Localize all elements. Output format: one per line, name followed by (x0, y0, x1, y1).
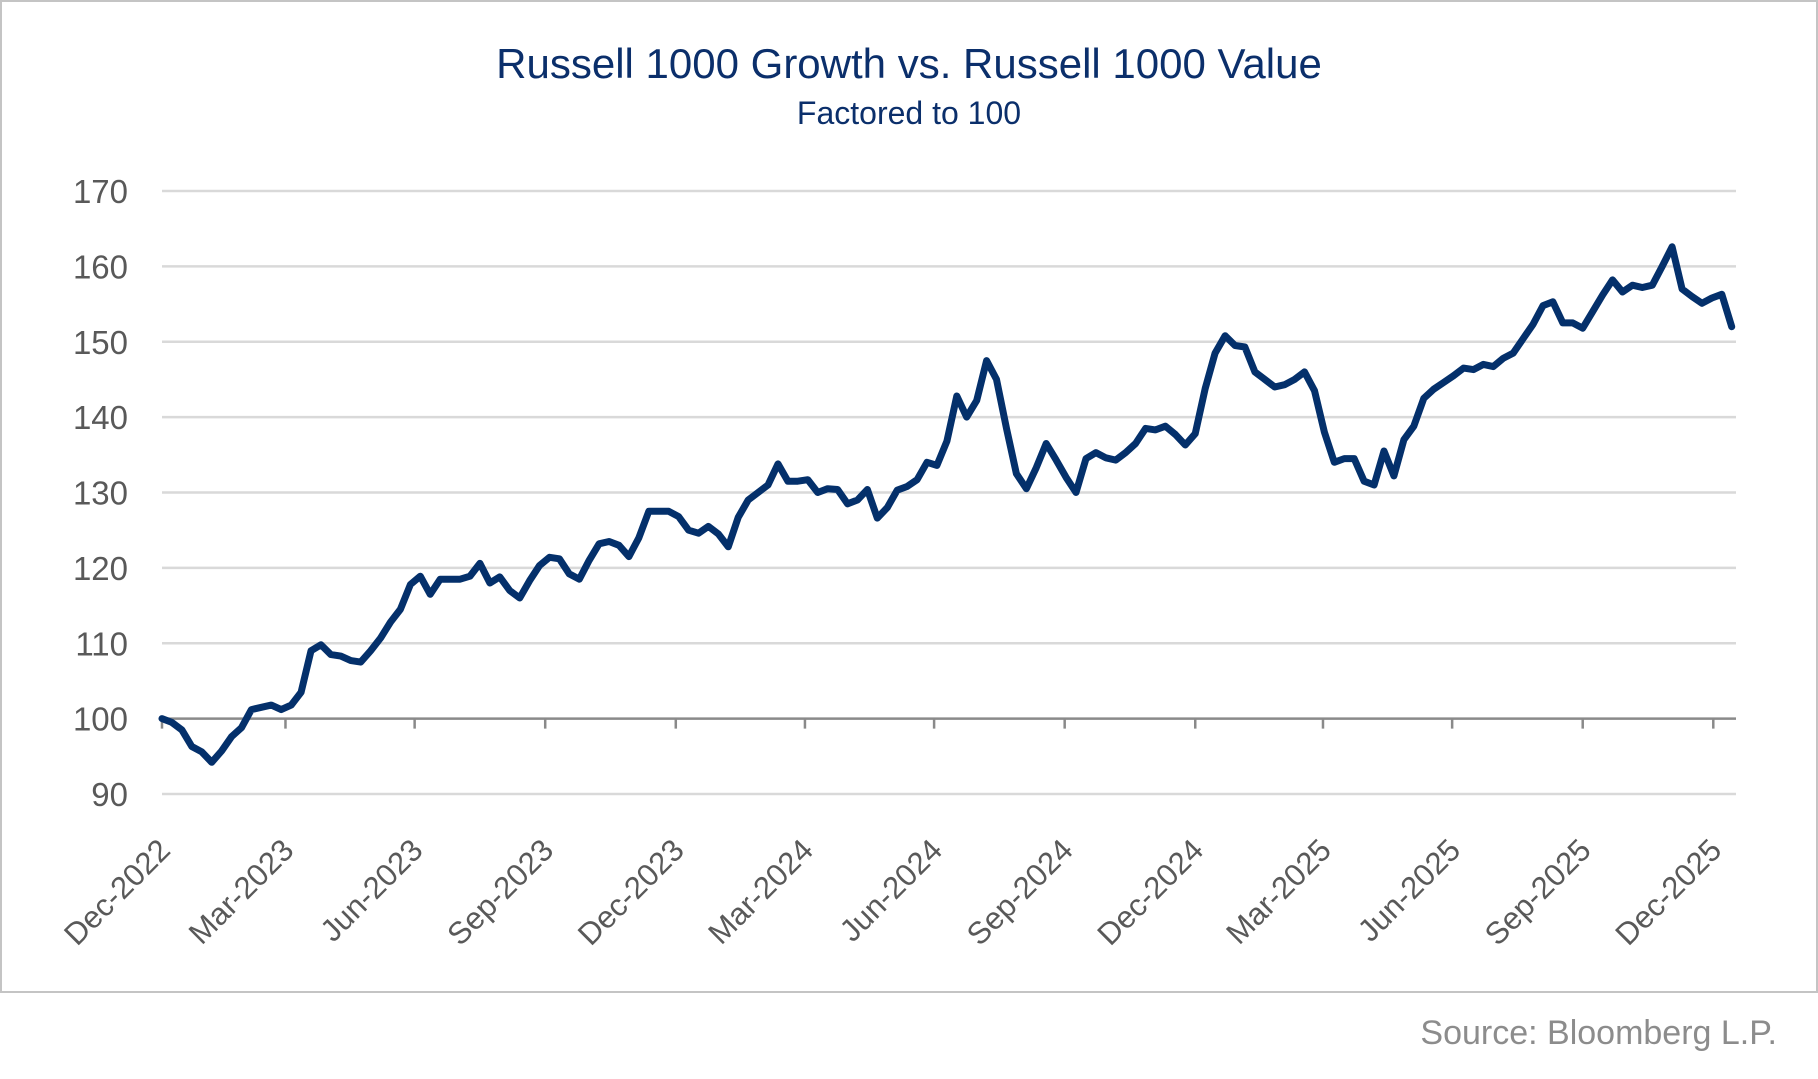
gridlines (162, 189, 1736, 796)
y-tick-label: 140 (73, 399, 128, 436)
y-tick-label: 100 (73, 701, 128, 738)
x-tick-label: Dec-2025 (1608, 832, 1728, 952)
y-axis-tick-labels: 170 160 150 140 130 120 110 100 90 (73, 173, 128, 813)
y-tick-label: 110 (75, 625, 128, 662)
source-note: Source: Bloomberg L.P. (1420, 1014, 1777, 1052)
series-line-group (158, 243, 1736, 766)
x-tick-label: Sep-2024 (960, 832, 1080, 952)
chart-title: Russell 1000 Growth vs. Russell 1000 Val… (496, 40, 1322, 87)
y-tick-label: 90 (91, 776, 128, 813)
x-tick-label: Dec-2024 (1090, 832, 1210, 952)
x-tick-label: Dec-2022 (57, 832, 177, 952)
series-line (158, 243, 1736, 766)
x-tick-label: Mar-2023 (182, 832, 301, 951)
chart-subtitle: Factored to 100 (797, 95, 1021, 131)
x-axis: Dec-2022 Mar-2023 Jun-2023 Sep-2023 Dec-2023… (57, 717, 1736, 952)
y-tick-label: 150 (73, 324, 128, 361)
x-tick-label: Mar-2024 (701, 832, 820, 951)
chart-frame (0, 0, 1818, 993)
y-tick-label: 130 (73, 475, 128, 512)
x-tick-label: Sep-2025 (1478, 832, 1598, 952)
x-tick-label: Jun-2025 (1351, 832, 1467, 948)
x-tick-label: Mar-2025 (1219, 832, 1338, 951)
x-tick-label: Sep-2023 (440, 832, 560, 952)
y-tick-label: 170 (73, 173, 128, 210)
y-tick-label: 160 (73, 248, 128, 285)
x-tick-label: Jun-2023 (313, 832, 429, 948)
y-tick-label: 120 (73, 550, 128, 587)
x-tick-label: Jun-2024 (833, 832, 949, 948)
x-tick-label: Dec-2023 (571, 832, 691, 952)
